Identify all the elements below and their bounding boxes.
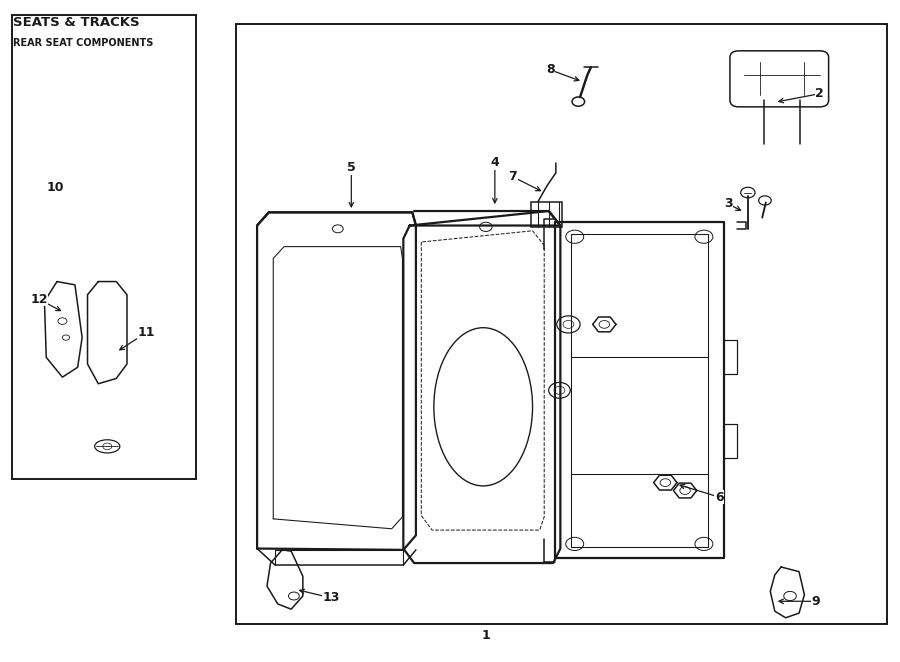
Text: 4: 4 xyxy=(491,156,500,169)
Text: 7: 7 xyxy=(508,170,518,183)
Text: 13: 13 xyxy=(323,591,340,604)
Text: 2: 2 xyxy=(815,87,824,100)
Text: 12: 12 xyxy=(31,293,48,306)
Text: 6: 6 xyxy=(715,491,724,504)
Text: 11: 11 xyxy=(138,326,156,339)
Text: REAR SEAT COMPONENTS: REAR SEAT COMPONENTS xyxy=(14,38,153,48)
Text: 1: 1 xyxy=(482,629,490,642)
Text: 3: 3 xyxy=(724,197,733,211)
Text: 8: 8 xyxy=(546,64,554,76)
Text: 9: 9 xyxy=(812,594,821,608)
Text: SEATS & TRACKS: SEATS & TRACKS xyxy=(14,16,140,29)
Bar xyxy=(531,202,562,227)
Bar xyxy=(237,24,886,624)
Bar xyxy=(13,15,196,479)
Text: 5: 5 xyxy=(346,161,356,174)
Text: 10: 10 xyxy=(47,181,64,194)
